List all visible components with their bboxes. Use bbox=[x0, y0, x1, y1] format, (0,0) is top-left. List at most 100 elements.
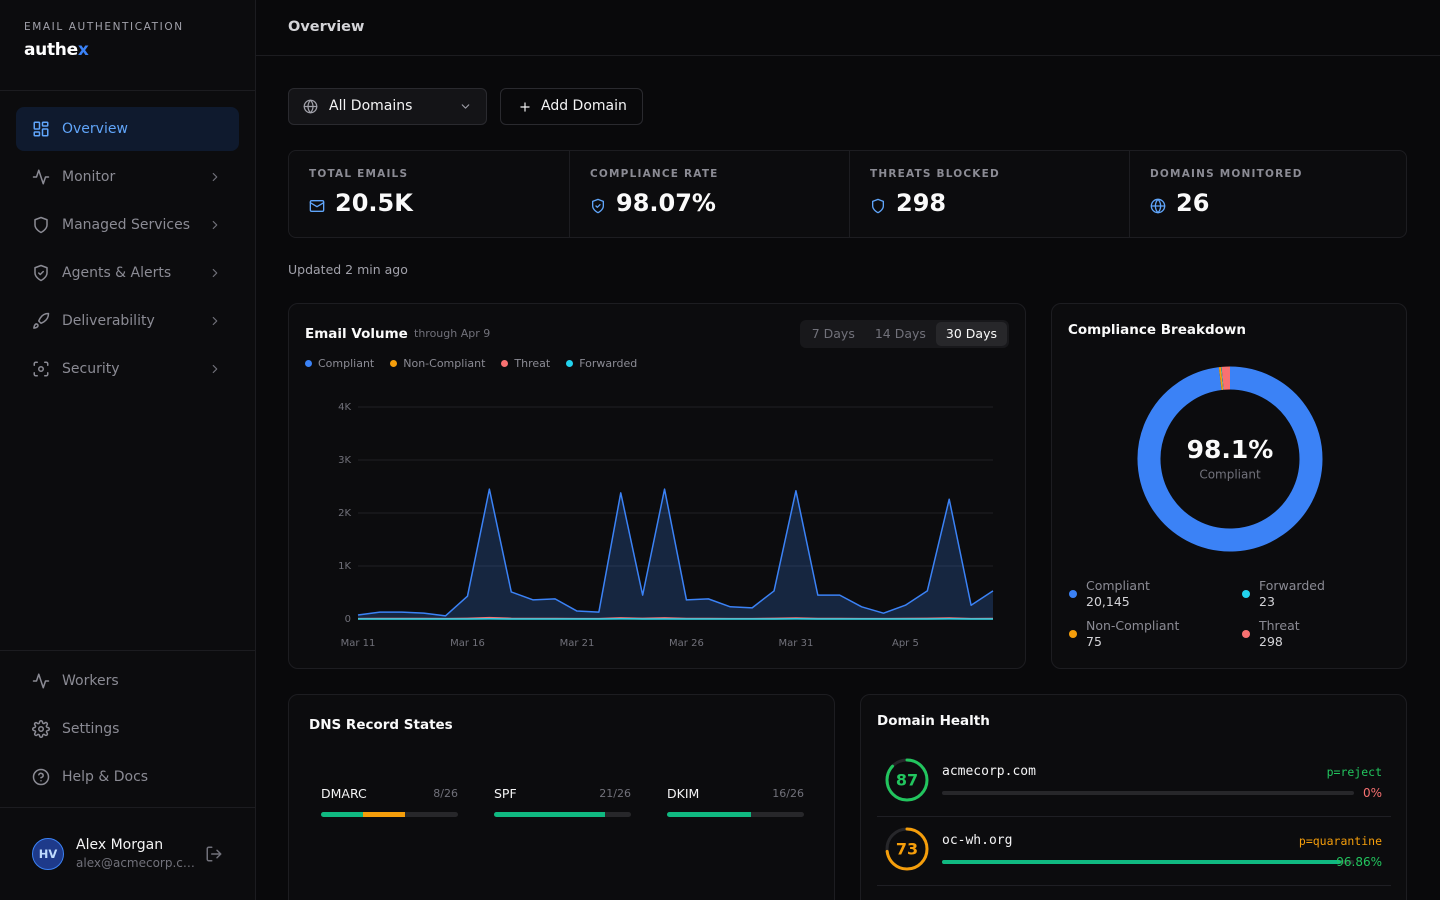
legend-swatch bbox=[305, 360, 312, 367]
stat-card: COMPLIANCE RATE 98.07% bbox=[569, 151, 849, 237]
nav-item[interactable]: Settings bbox=[16, 707, 239, 751]
chart-title: Email Volume bbox=[305, 326, 408, 342]
icon bbox=[872, 198, 884, 214]
divider bbox=[877, 816, 1391, 817]
record-name: DMARC bbox=[321, 786, 367, 801]
score-arc bbox=[885, 758, 929, 802]
stat-value: 26 bbox=[1176, 189, 1210, 217]
legend-label: Threat bbox=[514, 357, 551, 370]
x-tick-label: Mar 31 bbox=[779, 638, 814, 649]
progress-bar bbox=[494, 812, 605, 817]
range-tab[interactable]: 7 Days bbox=[811, 326, 855, 341]
score-ring: 73 bbox=[885, 827, 929, 871]
y-tick-label: 1K bbox=[338, 561, 351, 572]
icon bbox=[592, 198, 604, 214]
stat-label: TOTAL EMAILS bbox=[309, 168, 409, 180]
nav-item[interactable]: Overview bbox=[16, 107, 239, 151]
user-email: alex@acmecorp.c… bbox=[76, 856, 195, 870]
legend-label: Non-Compliant bbox=[1086, 618, 1180, 633]
score-ring: 87 bbox=[885, 758, 929, 802]
record-count: 8/26 bbox=[433, 787, 458, 800]
legend-value: 20,145 bbox=[1086, 594, 1130, 609]
area-chart: 0 1K 2K 3K 4K Mar 11 Mar 16 Mar 21 Mar 26 Mar 31 A… bbox=[338, 402, 994, 649]
nav-item[interactable]: Deliverability bbox=[16, 299, 239, 343]
nav-label: Managed Services bbox=[62, 217, 190, 233]
nav-item[interactable]: Workers bbox=[16, 659, 239, 703]
user-name: Alex Morgan bbox=[76, 837, 164, 853]
range-tabs: 7 Days 14 Days 30 Days bbox=[799, 320, 1009, 348]
y-tick-label: 3K bbox=[338, 455, 351, 466]
domain-percent: 96.86% bbox=[1336, 855, 1382, 869]
nav-item[interactable]: Monitor bbox=[16, 155, 239, 199]
nav-item[interactable]: Help & Docs bbox=[16, 755, 239, 799]
add-domain-button[interactable]: Add Domain bbox=[500, 88, 643, 125]
stat-card: THREATS BLOCKED 298 bbox=[849, 151, 1129, 237]
stats-panel: TOTAL EMAILS 20.5K COMPLIANCE RATE 98.07% TH… bbox=[288, 150, 1407, 238]
logout-button[interactable] bbox=[205, 845, 223, 863]
record-count: 16/26 bbox=[772, 787, 804, 800]
stat-label: THREATS BLOCKED bbox=[870, 168, 1000, 180]
icon bbox=[32, 673, 50, 689]
legend-value: 75 bbox=[1086, 634, 1102, 649]
domain-policy: p=reject bbox=[1326, 765, 1382, 779]
legend-swatch bbox=[390, 360, 398, 367]
nav-item[interactable]: Security bbox=[16, 347, 239, 391]
sidebar: EMAIL AUTHENTICATION authex Overview Monito… bbox=[0, 0, 256, 900]
button-label: Add Domain bbox=[541, 98, 627, 114]
legend-swatch bbox=[566, 360, 574, 367]
domain-select[interactable]: All Domains bbox=[288, 88, 487, 125]
nav-label: Help & Docs bbox=[62, 769, 149, 785]
progress-track bbox=[942, 791, 1354, 795]
domain-policy: p=quarantine bbox=[1298, 834, 1382, 848]
icon bbox=[33, 361, 49, 377]
card-title: DNS Record States bbox=[309, 717, 453, 733]
score-value: 87 bbox=[896, 771, 918, 790]
icon bbox=[206, 846, 222, 862]
icon bbox=[32, 720, 50, 738]
icon bbox=[520, 102, 530, 112]
legend-value: 298 bbox=[1259, 634, 1283, 649]
y-tick-label: 2K bbox=[338, 508, 351, 519]
nav-label: Agents & Alerts bbox=[62, 265, 172, 281]
divider bbox=[877, 885, 1391, 886]
brand-eyebrow: EMAIL AUTHENTICATION bbox=[24, 21, 184, 33]
x-tick-label: Mar 16 bbox=[450, 638, 485, 649]
nav-label: Workers bbox=[62, 673, 119, 689]
logo-accent: x bbox=[77, 40, 89, 60]
domain-health-card: Domain Health 87 acmecorp.com p=reject 0% 73 o… bbox=[860, 694, 1407, 900]
donut-center-value: 98.1% bbox=[1187, 435, 1274, 464]
icon bbox=[34, 264, 48, 282]
nav-label: Settings bbox=[62, 721, 120, 737]
nav-item[interactable]: Agents & Alerts bbox=[16, 251, 239, 295]
legend-item: Forwarded bbox=[566, 357, 637, 370]
divider bbox=[0, 807, 256, 808]
progress-bar bbox=[942, 860, 1342, 864]
compliance-card: Compliance Breakdown 98.1% Compliant Compli… bbox=[1051, 303, 1407, 669]
chart-subtitle: through Apr 9 bbox=[414, 327, 491, 340]
y-tick-label: 0 bbox=[345, 614, 351, 625]
stat-value: 98.07% bbox=[616, 189, 716, 217]
legend-swatch bbox=[1242, 590, 1250, 598]
range-tab[interactable]: 14 Days bbox=[874, 326, 926, 341]
stat-label: COMPLIANCE RATE bbox=[590, 168, 719, 180]
nav-item[interactable]: Managed Services bbox=[16, 203, 239, 247]
domain-percent: 0% bbox=[1362, 786, 1382, 800]
progress-bar-partial bbox=[363, 812, 406, 817]
legend-label: Compliant bbox=[318, 357, 375, 370]
icon bbox=[309, 200, 325, 212]
stat-card: DOMAINS MONITORED 26 bbox=[1129, 151, 1406, 237]
card-title: Domain Health bbox=[877, 713, 990, 729]
record-count: 21/26 bbox=[599, 787, 631, 800]
legend-label: Compliant bbox=[1086, 578, 1150, 593]
nav-label: Deliverability bbox=[62, 313, 155, 329]
nav-label: Monitor bbox=[62, 169, 116, 185]
logo-text: authe bbox=[24, 40, 78, 60]
avatar: HV bbox=[32, 838, 64, 870]
chevron bbox=[461, 104, 470, 109]
range-tab[interactable]: 30 Days bbox=[935, 322, 1007, 346]
select-label: All Domains bbox=[329, 98, 413, 114]
score-arc bbox=[885, 827, 929, 871]
record-name: DKIM bbox=[667, 786, 700, 801]
donut-segment bbox=[1137, 366, 1323, 552]
